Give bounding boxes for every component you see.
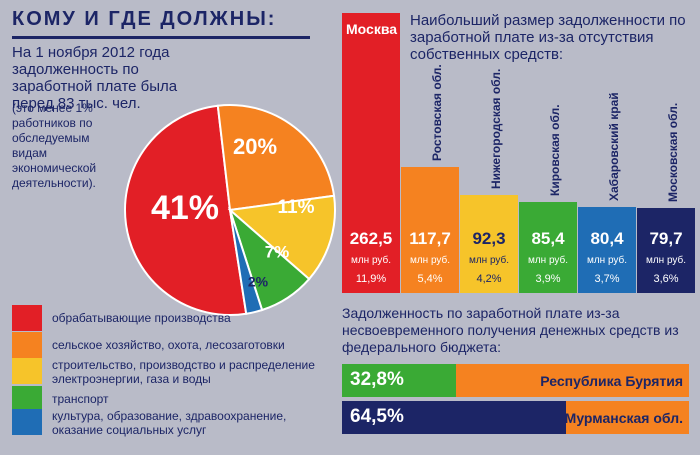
pie-label: 20%: [233, 134, 277, 159]
pie-slice: [216, 104, 336, 212]
bar-value-label: 92,3: [472, 229, 506, 248]
bar-value-label: 117,7: [409, 229, 451, 248]
bar: [401, 167, 459, 293]
legend-label: транспорт: [52, 392, 109, 406]
bar-category-label: Москва: [346, 21, 398, 37]
pie-label: 7%: [265, 242, 290, 261]
pie-label: 41%: [151, 189, 219, 227]
title-divider: [12, 36, 310, 39]
page-title: КОМУ И ГДЕ ДОЛЖНЫ:: [12, 8, 277, 30]
legend-label: обрабатывающие производства: [52, 311, 231, 325]
bar-share-label: 11,9%: [355, 273, 387, 285]
legend-label: культура, образование, здравоохранение, …: [52, 409, 287, 437]
intro-note: (это менее 1% работников по обследуемым …: [12, 101, 97, 190]
legend-swatch: [12, 409, 42, 435]
hbar-fill: [342, 364, 456, 397]
bar-share-label: 4,2%: [476, 273, 502, 285]
bar-unit-label: млн руб.: [645, 255, 687, 266]
bar-unit-label: млн руб.: [409, 255, 451, 266]
bar-unit-label: млн руб.: [586, 255, 628, 266]
legend-swatch: [12, 358, 42, 384]
pie-label: 11%: [278, 197, 315, 218]
bar: [637, 208, 695, 293]
bar: [342, 13, 400, 293]
bar-category-label: Кировская обл.: [548, 104, 562, 196]
bar-value-label: 85,4: [531, 229, 565, 248]
legend-swatch: [12, 332, 42, 358]
bar: [460, 195, 518, 293]
bar-chart-heading: Наибольший размер задолженности по зараб…: [410, 12, 686, 63]
bar-category-label: Ростовская обл.: [430, 64, 444, 161]
bar-category-label: Московская обл.: [666, 102, 680, 202]
bar: [519, 202, 577, 293]
bar-share-label: 3,9%: [535, 273, 561, 285]
bar-share-label: 3,7%: [594, 273, 620, 285]
intro-text: На 1 ноября 2012 года задолженность по з…: [12, 44, 178, 112]
hbar-category-label: Мурманская обл.: [564, 410, 683, 426]
bar-share-label: 3,6%: [653, 273, 679, 285]
bar-value-label: 80,4: [590, 229, 624, 248]
hbar-fill: [342, 401, 566, 434]
pie-slice: [124, 104, 248, 316]
bar: [578, 207, 636, 293]
legend-label: строительство, производство и распределе…: [52, 358, 315, 386]
bar-category-label: Хабаровский край: [607, 92, 621, 201]
hbar-value-label: 32,8%: [350, 369, 404, 390]
hbar-value-label: 64,5%: [350, 406, 404, 427]
bar-value-label: 262,5: [349, 229, 393, 248]
bar-unit-label: млн руб.: [527, 255, 569, 266]
hbar-category-label: Республика Бурятия: [540, 373, 683, 389]
pie-label: 2%: [248, 274, 269, 290]
legend-label: сельское хозяйство, охота, лесозаготовки: [52, 338, 285, 352]
federal-debt-heading: Задолженность по заработной плате из-за …: [342, 305, 679, 355]
bar-category-label: Нижегородская обл.: [489, 68, 503, 189]
pie-slice: [229, 209, 264, 315]
bar-unit-label: млн руб.: [350, 255, 392, 266]
pie-slice: [227, 194, 336, 281]
bar-unit-label: млн руб.: [468, 255, 510, 266]
legend-swatch: [12, 386, 42, 412]
legend-swatch: [12, 305, 42, 331]
bar-value-label: 79,7: [649, 229, 683, 248]
bar-share-label: 5,4%: [417, 273, 443, 285]
